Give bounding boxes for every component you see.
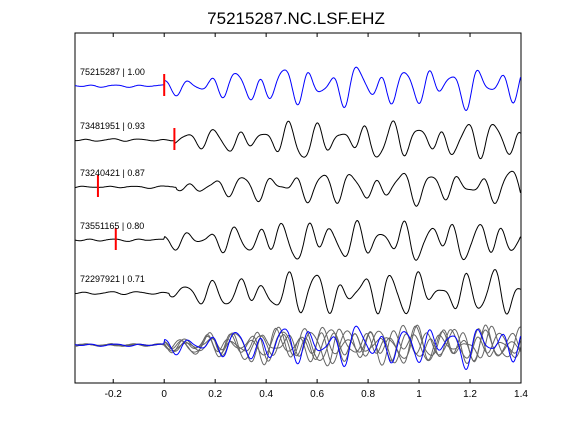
plot-frame xyxy=(74,32,522,384)
x-tick-label-7: 1.2 xyxy=(463,389,477,400)
picks-layer xyxy=(96,74,176,250)
x-axis-ticks: -0.2 0 0.2 0.4 0.6 0.8 1 1.2 1.4 xyxy=(105,33,528,400)
x-tick-label-8: 1.4 xyxy=(514,389,528,400)
trace-label-2: 73481951 | 0.93 xyxy=(80,121,145,131)
x-tick-label-1: 0 xyxy=(161,389,167,400)
x-tick-label-4: 0.6 xyxy=(310,389,324,400)
chart-title: 75215287.NC.LSF.EHZ xyxy=(207,9,385,28)
traces-layer xyxy=(74,66,521,315)
trace-line-1 xyxy=(74,66,521,111)
trace-line-3 xyxy=(74,170,521,207)
stacked-overlay xyxy=(74,324,521,370)
overlay-trace-4 xyxy=(74,324,521,362)
x-tick-label-0: -0.2 xyxy=(105,389,123,400)
trace-line-5 xyxy=(74,269,521,315)
trace-label-3: 73240421 | 0.87 xyxy=(80,168,145,178)
overlay-primary-trace xyxy=(74,325,521,370)
trace-label-5: 72297921 | 0.71 xyxy=(80,274,145,284)
trace-line-2 xyxy=(74,120,521,160)
x-tick-label-3: 0.4 xyxy=(259,389,273,400)
x-tick-label-2: 0.2 xyxy=(208,389,222,400)
trace-line-4 xyxy=(74,220,521,261)
x-tick-label-5: 0.8 xyxy=(361,389,375,400)
x-tick-label-6: 1 xyxy=(416,389,422,400)
trace-label-4: 73551165 | 0.80 xyxy=(80,221,144,231)
trace-label-1: 75215287 | 1.00 xyxy=(80,67,145,77)
trace-labels-layer: 75215287 | 1.00 73481951 | 0.93 73240421 |… xyxy=(80,67,145,284)
